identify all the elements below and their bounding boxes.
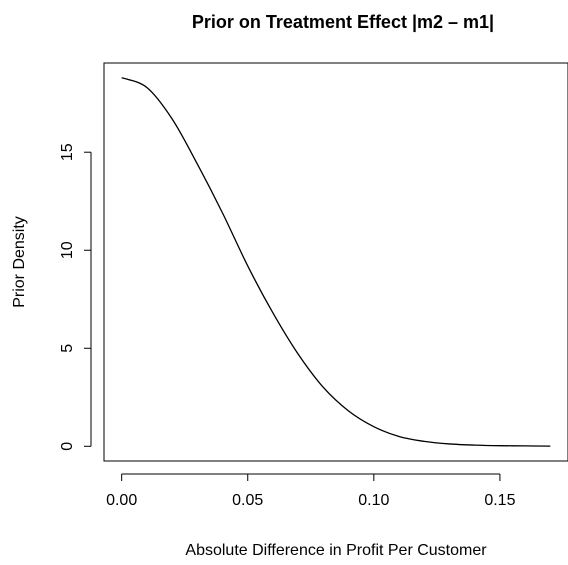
x-axis-label: Absolute Difference in Profit Per Custom… [185, 542, 487, 559]
x-tick-label: 0.10 [358, 492, 389, 509]
chart-title: Prior on Treatment Effect |m2 – m1| [192, 12, 494, 32]
y-tick-label: 5 [59, 344, 76, 353]
y-tick-label: 15 [59, 143, 76, 161]
plot-frame [103, 62, 568, 462]
x-axis: 0.00 0.05 0.10 0.15 [106, 473, 516, 509]
x-tick-label: 0.15 [484, 492, 515, 509]
y-tick-label: 10 [59, 241, 76, 259]
x-tick-label: 0.00 [106, 492, 137, 509]
y-tick-label: 0 [59, 442, 76, 451]
y-axis-label: Prior Density [11, 216, 28, 308]
density-curve-line [121, 77, 551, 447]
x-tick-label: 0.05 [232, 492, 263, 509]
y-axis: 0 5 10 15 [59, 143, 92, 451]
